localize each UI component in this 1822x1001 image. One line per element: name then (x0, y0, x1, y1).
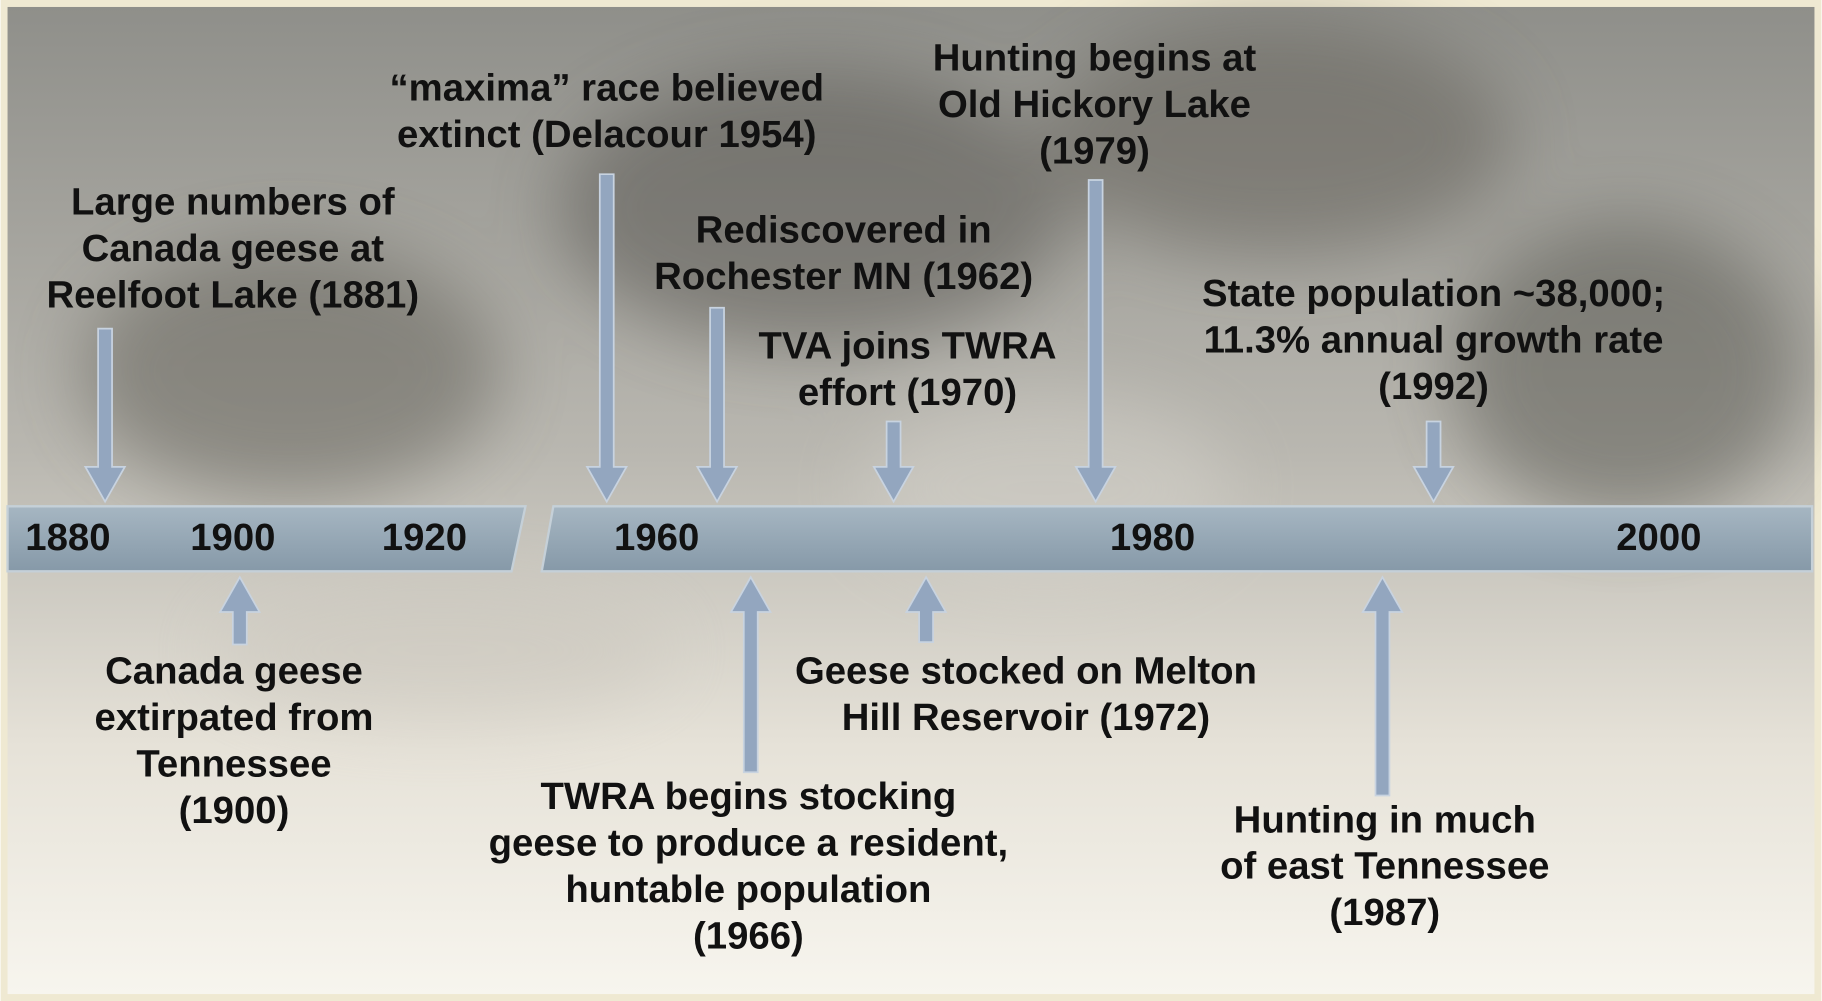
event-label: Canada geese at (82, 227, 385, 270)
event-label: Rediscovered in (696, 208, 992, 251)
axis-label: 1980 (1110, 516, 1195, 559)
event-label: (1992) (1378, 365, 1489, 408)
event-label: extinct (Delacour 1954) (397, 113, 816, 156)
axis-label: 2000 (1616, 516, 1701, 559)
event-label: Rochester MN (1962) (654, 255, 1033, 298)
event-label: TWRA begins stocking (541, 775, 957, 818)
event-label: (1987) (1329, 891, 1440, 934)
event-label: 11.3% annual growth rate (1204, 319, 1664, 362)
event-label: Hunting begins at (933, 37, 1257, 80)
event-label: TVA joins TWRA (759, 325, 1057, 368)
event-label: State population ~38,000; (1202, 272, 1665, 315)
event-label: Hunting in much (1234, 798, 1536, 841)
axis-label: 1900 (190, 516, 275, 559)
event-label: Reelfoot Lake (1881) (47, 273, 420, 316)
event-label: (1966) (693, 914, 804, 957)
event-label: Large numbers of (71, 181, 395, 224)
event-label: geese to produce a resident, (489, 822, 1009, 865)
event-label: Old Hickory Lake (938, 83, 1251, 126)
event-label: (1900) (179, 789, 290, 832)
axis-label: 1880 (25, 516, 110, 559)
event-label: Hill Reservoir (1972) (842, 696, 1210, 739)
event-label: “maxima” race believed (390, 67, 824, 110)
event-label: of east Tennessee (1220, 845, 1549, 888)
page: 1880 1900 1920 1960 1980 2000 Large numbers of… (0, 0, 1822, 1001)
event-label: Geese stocked on Melton (795, 650, 1257, 693)
event-label: Canada geese (105, 650, 363, 693)
axis-label: 1920 (382, 516, 467, 559)
event-label: (1979) (1039, 129, 1150, 172)
event-label: effort (1970) (798, 371, 1017, 414)
axis-label: 1960 (614, 516, 699, 559)
event-label: extirpated from (95, 696, 374, 739)
timeline-bar (8, 506, 1813, 571)
event-label: Tennessee (136, 743, 331, 786)
event-label: huntable population (565, 868, 931, 911)
timeline-slide: 1880 1900 1920 1960 1980 2000 Large numbers of… (0, 0, 1822, 1001)
